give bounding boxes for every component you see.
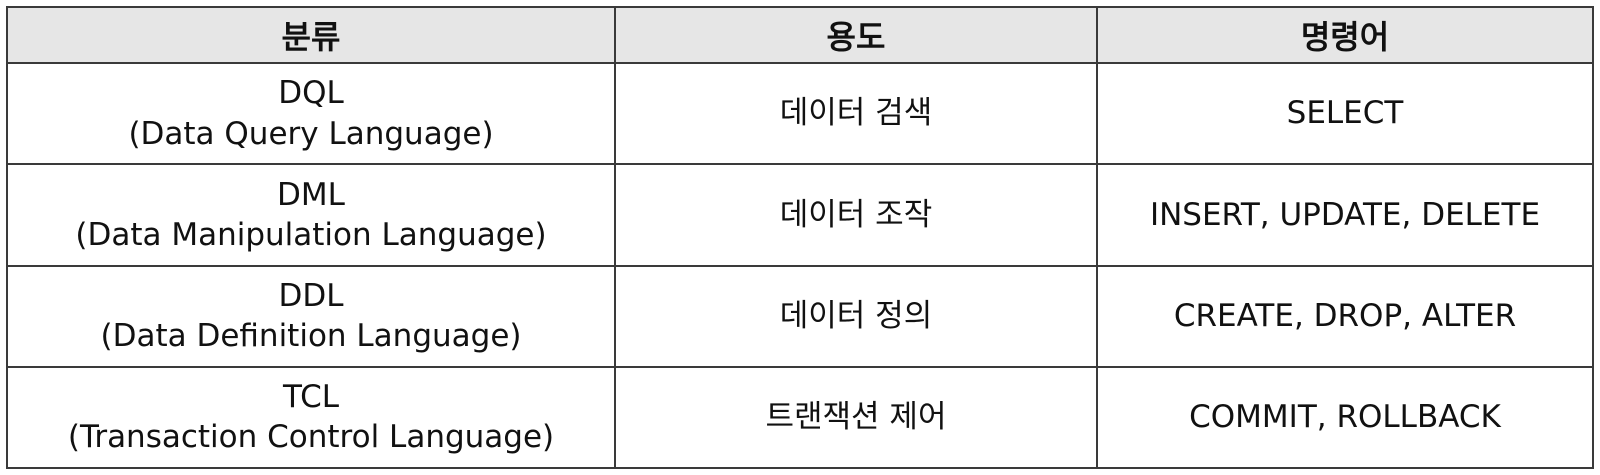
header-row: 분류 용도 명령어	[6, 6, 1594, 64]
category-abbr: TCL	[282, 379, 340, 416]
commands-cell: SELECT	[1096, 61, 1594, 166]
commands-cell: COMMIT, ROLLBACK	[1096, 365, 1594, 470]
category-abbr: DQL	[278, 75, 344, 112]
table-body: DQL (Data Query Language) 데이터 검색 SELECT …	[6, 61, 1594, 470]
category-cell: DQL (Data Query Language)	[6, 61, 616, 166]
category-cell: DDL (Data Definition Language)	[6, 264, 616, 368]
category-abbr: DML	[277, 176, 345, 213]
category-cell: DML (Data Manipulation Language)	[6, 163, 616, 267]
header-category: 분류	[6, 6, 616, 64]
header-commands: 명령어	[1096, 6, 1594, 64]
category-full-name: (Data Query Language)	[128, 115, 494, 152]
purpose-cell: 데이터 검색	[614, 61, 1098, 166]
table-row: DDL (Data Definition Language) 데이터 정의 CR…	[6, 264, 1594, 368]
table-header: 분류 용도 명령어	[6, 6, 1594, 64]
category-cell: TCL (Transaction Control Language)	[6, 365, 616, 470]
purpose-cell: 데이터 조작	[614, 163, 1098, 267]
category-full-name: (Data Definition Language)	[100, 318, 522, 355]
category-full-name: (Transaction Control Language)	[67, 419, 555, 456]
header-purpose: 용도	[614, 6, 1098, 64]
table-row: DQL (Data Query Language) 데이터 검색 SELECT	[6, 61, 1594, 166]
purpose-cell: 데이터 정의	[614, 264, 1098, 368]
purpose-cell: 트랜잭션 제어	[614, 365, 1098, 470]
commands-cell: INSERT, UPDATE, DELETE	[1096, 163, 1594, 267]
table-row: TCL (Transaction Control Language) 트랜잭션 …	[6, 365, 1594, 470]
commands-cell: CREATE, DROP, ALTER	[1096, 264, 1594, 368]
category-full-name: (Data Manipulation Language)	[75, 216, 547, 253]
category-abbr: DDL	[278, 277, 344, 314]
sql-command-table: 분류 용도 명령어 DQL (Data Query Language) 데이터 …	[6, 6, 1594, 470]
table-row: DML (Data Manipulation Language) 데이터 조작 …	[6, 163, 1594, 267]
sql-command-table-container: 분류 용도 명령어 DQL (Data Query Language) 데이터 …	[6, 6, 1594, 470]
